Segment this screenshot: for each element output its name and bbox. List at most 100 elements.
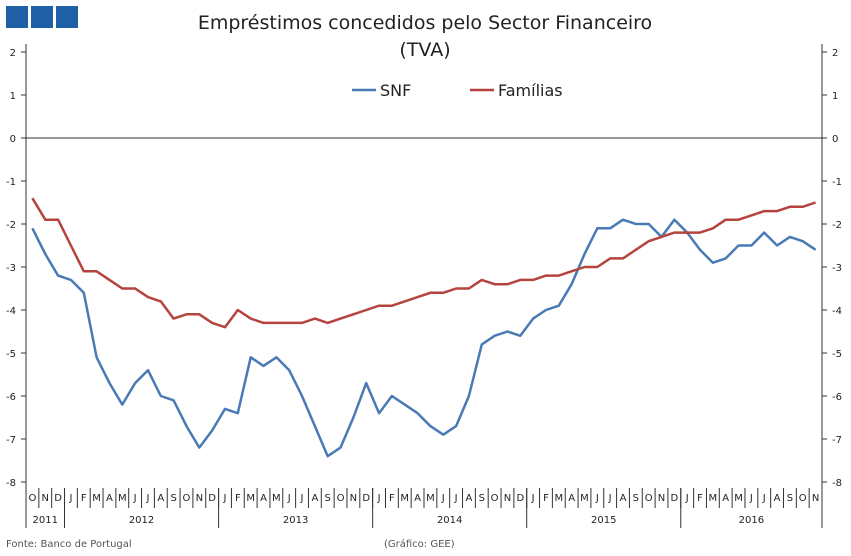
series-lines	[31, 197, 817, 458]
x-month-label: F	[81, 493, 87, 504]
logo-square	[56, 6, 78, 28]
y-tick-label-left: -1	[6, 177, 16, 188]
x-month-label: S	[170, 493, 176, 504]
x-month-label: S	[787, 493, 793, 504]
x-year-label: 2014	[437, 515, 462, 526]
x-month-label: A	[157, 493, 164, 504]
x-month-label: J	[377, 493, 381, 504]
x-month-label: A	[414, 493, 421, 504]
x-month-label: A	[106, 493, 113, 504]
x-month-label: N	[196, 493, 203, 504]
y-tick-label-right: -6	[832, 392, 842, 403]
x-month-label: D	[362, 493, 370, 504]
x-year-label: 2012	[129, 515, 154, 526]
y-tick-label-left: 0	[10, 134, 16, 145]
logo-square	[6, 6, 28, 28]
x-month-label: O	[491, 493, 499, 504]
y-tick-label-left: 1	[10, 91, 16, 102]
x-month-label: M	[734, 493, 743, 504]
y-tick-label-right: -4	[832, 306, 842, 317]
chart-title: Empréstimos concedidos pelo Sector Finan…	[198, 12, 652, 34]
x-month-label: J	[454, 493, 458, 504]
x-month-label: J	[223, 493, 227, 504]
y-tick-label-left: -3	[6, 263, 16, 274]
x-month-label: O	[645, 493, 653, 504]
x-month-label: O	[799, 493, 807, 504]
x-month-label: J	[287, 493, 291, 504]
x-month-label: F	[235, 493, 241, 504]
x-year-label: 2011	[33, 515, 58, 526]
x-month-label: O	[183, 493, 191, 504]
x-month-label: D	[208, 493, 216, 504]
x-month-label: J	[749, 493, 753, 504]
x-month-label: J	[145, 493, 149, 504]
x-month-label: M	[400, 493, 409, 504]
x-month-label: F	[543, 493, 549, 504]
x-month-label: S	[633, 493, 639, 504]
series-line-snf	[31, 218, 817, 458]
y-tick-label-left: -2	[6, 220, 16, 231]
x-month-label: J	[133, 493, 137, 504]
x-month-label: N	[812, 493, 819, 504]
y-tick-label-right: 2	[832, 48, 838, 59]
x-month-label: M	[272, 493, 281, 504]
x-month-label: O	[28, 493, 36, 504]
x-month-label: A	[620, 493, 627, 504]
x-month-label: D	[671, 493, 679, 504]
x-month-label: A	[774, 493, 781, 504]
y-tick-label-right: -8	[832, 478, 842, 489]
x-month-label: J	[685, 493, 689, 504]
x-year-label: 2016	[739, 515, 764, 526]
x-month-label: O	[337, 493, 345, 504]
x-month-label: J	[608, 493, 612, 504]
x-month-label: N	[658, 493, 665, 504]
x-month-label: M	[118, 493, 127, 504]
y-tick-label-right: -3	[832, 263, 842, 274]
source-note: Fonte: Banco de Portugal	[6, 539, 132, 550]
series-line-famílias	[31, 197, 816, 329]
legend: SNF Famílias	[352, 81, 563, 100]
x-month-label: M	[426, 493, 435, 504]
y-tick-label-right: -1	[832, 177, 842, 188]
logo-square	[31, 6, 53, 28]
x-month-label: A	[311, 493, 318, 504]
x-month-label: N	[42, 493, 49, 504]
x-month-label: J	[531, 493, 535, 504]
x-month-label: A	[466, 493, 473, 504]
y-tick-label-left: -6	[6, 392, 16, 403]
credit-note: (Gráfico: GEE)	[384, 538, 455, 550]
chart-subtitle: (TVA)	[399, 39, 450, 61]
x-month-label: N	[504, 493, 511, 504]
x-month-label: J	[441, 493, 445, 504]
x-month-label: A	[260, 493, 267, 504]
y-tick-label-right: 0	[832, 134, 838, 145]
axes: 2 21 10 0-1 -1-2 -2-3 -3-4 -4-5 -5-6 -6-7 -7-8 -8O N…	[6, 44, 842, 528]
x-month-label: J	[300, 493, 304, 504]
x-month-label: A	[568, 493, 575, 504]
x-month-label: N	[350, 493, 357, 504]
x-month-label: J	[762, 493, 766, 504]
legend-label: Famílias	[498, 81, 563, 100]
x-month-label: M	[709, 493, 718, 504]
x-month-label: M	[92, 493, 101, 504]
x-month-label: D	[516, 493, 524, 504]
x-month-label: A	[722, 493, 729, 504]
y-tick-label-left: -8	[6, 478, 16, 489]
x-month-label: M	[246, 493, 255, 504]
x-month-label: D	[54, 493, 62, 504]
x-year-label: 2015	[591, 515, 616, 526]
y-tick-label-right: 1	[832, 91, 838, 102]
x-month-label: M	[580, 493, 589, 504]
y-tick-label-right: -5	[832, 349, 842, 360]
y-tick-label-left: -7	[6, 435, 16, 446]
legend-label: SNF	[380, 81, 411, 100]
x-month-label: J	[68, 493, 72, 504]
y-tick-label-left: -5	[6, 349, 16, 360]
x-month-label: F	[697, 493, 703, 504]
y-tick-label-left: -4	[6, 306, 16, 317]
y-tick-label-right: -2	[832, 220, 842, 231]
x-year-label: 2013	[283, 515, 308, 526]
x-month-label: J	[595, 493, 599, 504]
